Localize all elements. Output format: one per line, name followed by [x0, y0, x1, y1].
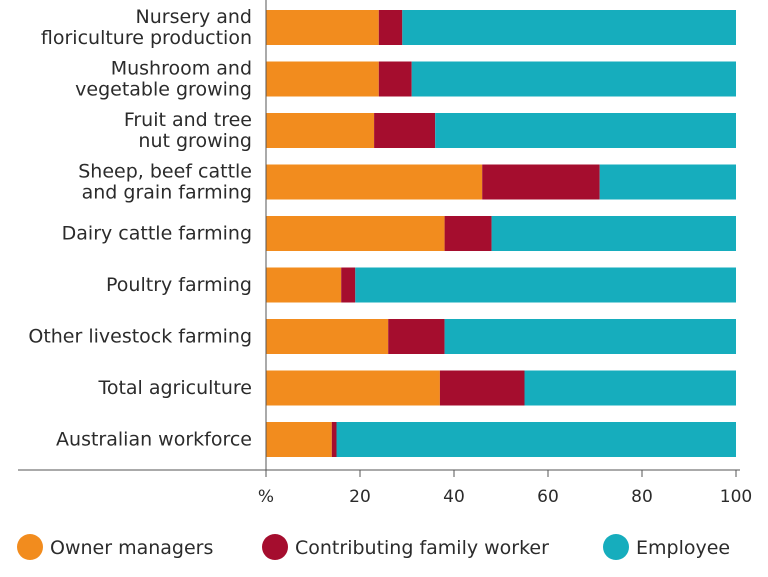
bar-segment — [435, 113, 736, 148]
bar-segment — [491, 216, 736, 251]
legend-label: Employee — [636, 537, 730, 559]
category-label: Dairy cattle farming — [62, 223, 252, 245]
category-label: Mushroom and vegetable growing — [75, 58, 252, 101]
x-tick-label: 20 — [349, 487, 371, 507]
x-tick-label: 100 — [720, 487, 752, 507]
bar-segment — [402, 10, 736, 45]
category-label-line: and grain farming — [82, 182, 252, 204]
bar-segment — [266, 216, 445, 251]
bar-segment — [266, 113, 375, 148]
bar-segment — [266, 164, 483, 200]
bar-segment — [482, 164, 600, 200]
bar-segment — [599, 164, 736, 200]
bar-segment — [341, 267, 356, 303]
x-axis-ticks: 20 40 60 80 100 — [265, 470, 752, 507]
bar-segment — [331, 422, 337, 457]
category-label: Total agriculture — [97, 377, 252, 399]
x-tick-label: 80 — [631, 487, 653, 507]
category-label-line: nut growing — [138, 130, 252, 152]
bar-segment — [266, 370, 440, 406]
bar-segment — [378, 61, 412, 97]
bar-segment — [355, 267, 736, 303]
legend-swatch — [262, 534, 288, 560]
category-label: Poultry farming — [106, 274, 252, 296]
bar-segment — [388, 319, 445, 354]
x-tick-label: 60 — [537, 487, 559, 507]
legend-swatch — [17, 534, 43, 560]
category-label-line: vegetable growing — [75, 79, 252, 101]
category-label-line: Fruit and tree — [124, 109, 252, 131]
bar-segment — [524, 370, 736, 406]
bar-segment — [378, 10, 403, 45]
bar-segment — [374, 113, 436, 148]
category-label-line: Dairy cattle farming — [62, 223, 252, 245]
bar-segment — [439, 370, 525, 406]
bar-segment — [266, 10, 379, 45]
category-label: Nursery and floriculture production — [41, 6, 252, 49]
category-label-line: Mushroom and — [111, 58, 252, 80]
x-tick-label: 40 — [443, 487, 465, 507]
category-label-line: Other livestock farming — [28, 326, 252, 348]
bar-segment — [266, 319, 389, 354]
category-label: Fruit and tree nut growing — [124, 109, 252, 152]
category-label-line: Nursery and — [136, 6, 253, 28]
legend: Owner managers Contributing family worker… — [17, 534, 730, 560]
category-label: Other livestock farming — [28, 326, 252, 348]
category-label-line: floriculture production — [41, 27, 252, 49]
category-label-line: Total agriculture — [97, 377, 252, 399]
x-axis-unit-label: % — [258, 487, 274, 507]
legend-label: Contributing family worker — [295, 537, 549, 559]
category-label: Sheep, beef cattle and grain farming — [78, 161, 252, 204]
category-label: Australian workforce — [56, 429, 252, 451]
category-label-line: Sheep, beef cattle — [78, 161, 252, 183]
bar-segment — [266, 422, 332, 457]
bar-segment — [266, 267, 342, 303]
bar-segment — [444, 216, 492, 251]
bar-segment — [336, 422, 736, 457]
category-labels: Nursery and floriculture production Mushro… — [28, 6, 252, 451]
bar-segment — [411, 61, 736, 97]
legend-swatch — [603, 534, 629, 560]
category-label-line: Australian workforce — [56, 429, 252, 451]
category-label-line: Poultry farming — [106, 274, 252, 296]
bars-group — [266, 10, 736, 457]
bar-segment — [266, 61, 379, 97]
legend-label: Owner managers — [50, 537, 213, 559]
bar-segment — [444, 319, 736, 354]
